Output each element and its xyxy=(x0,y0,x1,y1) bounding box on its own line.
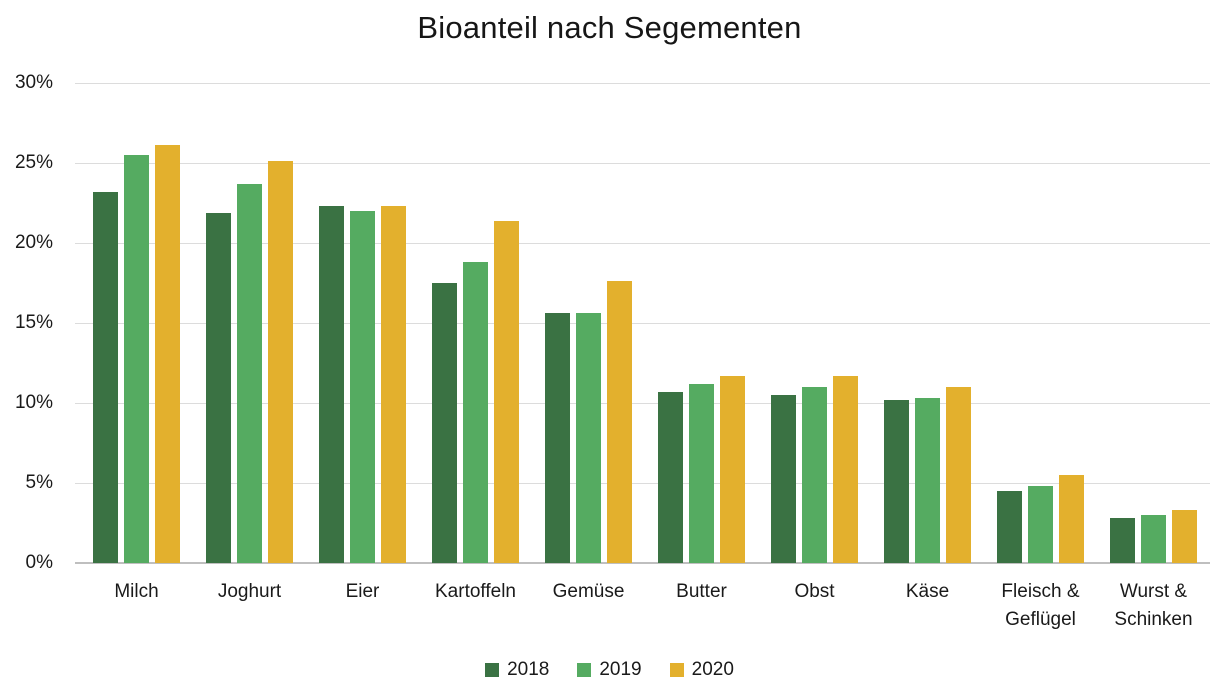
bar-2018-category-1 xyxy=(93,191,118,563)
legend-swatch-2020 xyxy=(669,663,684,677)
y-tick-label-30: 30% xyxy=(14,72,53,93)
bar-2019-category-1 xyxy=(124,155,149,563)
bar-2018-category-2 xyxy=(206,212,231,563)
bar-2019-category-5 xyxy=(576,313,601,563)
bar-2020-category-7 xyxy=(833,375,858,563)
bar-2020-category-5 xyxy=(607,281,632,563)
x-tick-label-6: Butter xyxy=(676,581,727,602)
bar-2020-category-6 xyxy=(720,375,745,563)
gridline-20 xyxy=(75,243,1210,244)
legend-swatch-2019 xyxy=(577,663,592,677)
legend-item-2018: 2018 xyxy=(485,659,549,681)
bar-group-7 xyxy=(758,83,871,563)
legend-item-2019: 2019 xyxy=(577,659,642,681)
x-tick-label-8: Käse xyxy=(905,581,950,602)
bar-2020-category-3 xyxy=(381,206,406,563)
bar-group-9 xyxy=(984,83,1097,563)
legend-label-2019: 2019 xyxy=(599,659,642,680)
gridline-30 xyxy=(75,83,1210,84)
gridline-10 xyxy=(75,403,1210,404)
bar-group-3 xyxy=(306,83,419,563)
bar-2019-category-8 xyxy=(915,398,940,563)
legend-label-2020: 2020 xyxy=(691,659,734,680)
x-tick-label-2: Joghurt xyxy=(217,581,282,602)
x-axis-baseline xyxy=(75,562,1210,564)
gridline-5 xyxy=(75,483,1210,484)
bar-2019-category-3 xyxy=(350,211,375,563)
bar-2020-category-9 xyxy=(1059,475,1084,563)
y-tick-label-15: 15% xyxy=(14,312,53,333)
bar-group-4 xyxy=(419,83,532,563)
legend-swatch-2018 xyxy=(485,663,500,677)
x-tick-label-3: Eier xyxy=(345,581,380,602)
bar-2020-category-4 xyxy=(494,220,519,563)
bar-group-2 xyxy=(193,83,306,563)
bar-group-5 xyxy=(532,83,645,563)
bar-2019-category-4 xyxy=(463,262,488,563)
x-tick-label-7: Obst xyxy=(794,581,835,602)
y-tick-label-0: 0% xyxy=(25,552,53,573)
x-tick-label-4: Kartoffeln xyxy=(435,581,516,602)
bar-2019-category-7 xyxy=(802,387,827,563)
bar-2020-category-2 xyxy=(268,161,293,563)
bar-2018-category-3 xyxy=(319,206,344,563)
bar-2018-category-5 xyxy=(545,313,570,563)
legend-label-2018: 2018 xyxy=(507,659,550,680)
x-tick-label-1: Milch xyxy=(114,581,159,602)
bar-2019-category-6 xyxy=(689,383,714,563)
x-tick-label-9: Fleisch & Geflügel xyxy=(1001,581,1080,630)
bar-2019-category-2 xyxy=(237,183,262,563)
bar-group-10 xyxy=(1097,83,1210,563)
y-tick-label-5: 5% xyxy=(25,472,53,493)
bar-2018-category-4 xyxy=(432,283,457,563)
y-tick-label-25: 25% xyxy=(14,152,53,173)
bar-group-8 xyxy=(871,83,984,563)
gridline-25 xyxy=(75,163,1210,164)
bar-2018-category-6 xyxy=(658,391,683,563)
bar-2020-category-10 xyxy=(1172,510,1197,563)
legend-item-2020: 2020 xyxy=(669,659,734,681)
bar-2020-category-1 xyxy=(155,145,180,563)
bar-2018-category-8 xyxy=(884,399,909,563)
bar-2019-category-10 xyxy=(1141,515,1166,563)
x-tick-label-5: Gemüse xyxy=(552,581,625,602)
plot-area xyxy=(75,83,1210,564)
y-tick-label-10: 10% xyxy=(14,392,53,413)
chart-title: Bioanteil nach Segementen xyxy=(417,10,802,45)
bar-2018-category-9 xyxy=(997,491,1022,563)
x-tick-label-10: Wurst & Schinken xyxy=(1114,581,1193,630)
bar-2018-category-10 xyxy=(1110,518,1135,563)
bar-2018-category-7 xyxy=(771,395,796,563)
y-tick-label-20: 20% xyxy=(14,232,53,253)
gridline-15 xyxy=(75,323,1210,324)
bar-group-1 xyxy=(80,83,193,563)
bar-2019-category-9 xyxy=(1028,486,1053,563)
legend: 2018 2019 2020 xyxy=(0,659,1219,681)
bar-group-6 xyxy=(645,83,758,563)
bar-2020-category-8 xyxy=(946,387,971,563)
